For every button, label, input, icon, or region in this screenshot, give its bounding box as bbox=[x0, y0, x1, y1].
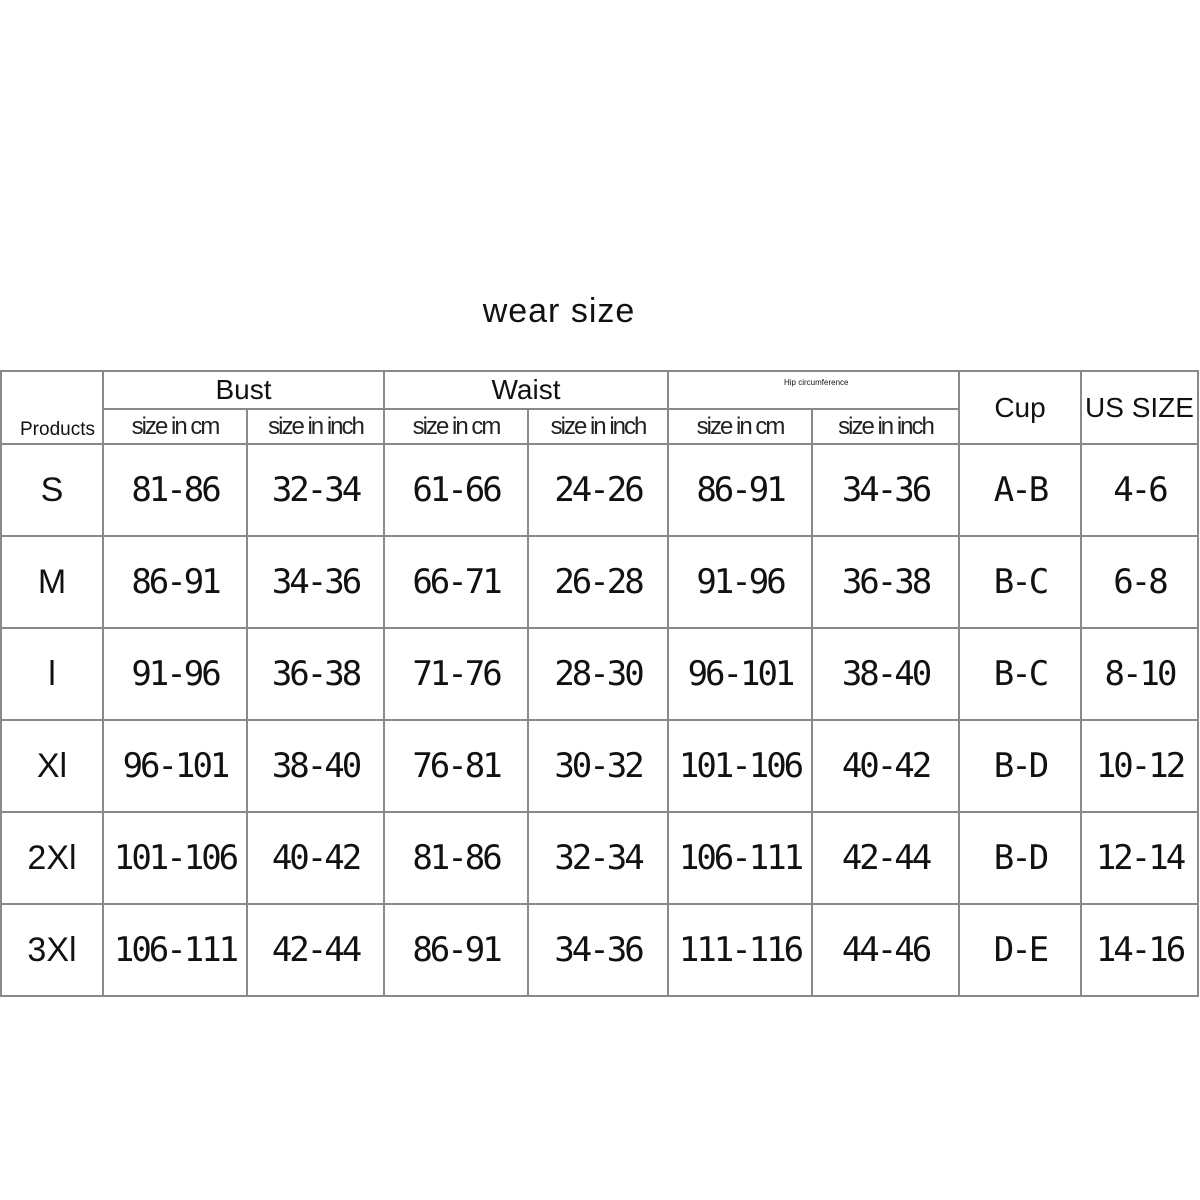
us-size-cell: 14-16 bbox=[1080, 903, 1199, 997]
cup-cell: B-D bbox=[958, 719, 1082, 813]
waist-inch-header: size in inch bbox=[527, 408, 669, 445]
table-row: 3Xl 106-111 42-44 86-91 34-36 111-116 44-46 D-E… bbox=[0, 903, 1199, 997]
hip-cm-cell: 101-106 bbox=[667, 719, 813, 813]
waist-cm-cell: 76-81 bbox=[383, 719, 529, 813]
us-size-cell: 8-10 bbox=[1080, 627, 1199, 721]
cup-cell: D-E bbox=[958, 903, 1082, 997]
waist-cm-cell: 61-66 bbox=[383, 443, 529, 537]
waist-inch-cell: 28-30 bbox=[527, 627, 669, 721]
hip-inch-cell: 40-42 bbox=[811, 719, 960, 813]
bust-inch-header: size in inch bbox=[246, 408, 385, 445]
hip-cm-cell: 111-116 bbox=[667, 903, 813, 997]
cup-cell: A-B bbox=[958, 443, 1082, 537]
table-row: M 86-91 34-36 66-71 26-28 91-96 36-38 B-C 6-8 bbox=[0, 535, 1199, 629]
waist-cm-header: size in cm bbox=[383, 408, 529, 445]
bust-cm-header: size in cm bbox=[102, 408, 248, 445]
hip-inch-cell: 44-46 bbox=[811, 903, 960, 997]
bust-cm-cell: 86-91 bbox=[102, 535, 248, 629]
bust-inch-cell: 42-44 bbox=[246, 903, 385, 997]
hip-cm-cell: 86-91 bbox=[667, 443, 813, 537]
bust-cm-cell: 81-86 bbox=[102, 443, 248, 537]
us-size-cell: 12-14 bbox=[1080, 811, 1199, 905]
us-size-cell: 4-6 bbox=[1080, 443, 1199, 537]
waist-inch-cell: 32-34 bbox=[527, 811, 669, 905]
bust-inch-cell: 36-38 bbox=[246, 627, 385, 721]
bust-inch-cell: 40-42 bbox=[246, 811, 385, 905]
waist-cm-cell: 81-86 bbox=[383, 811, 529, 905]
waist-inch-cell: 24-26 bbox=[527, 443, 669, 537]
waist-inch-cell: 34-36 bbox=[527, 903, 669, 997]
hip-inch-cell: 36-38 bbox=[811, 535, 960, 629]
bust-inch-cell: 32-34 bbox=[246, 443, 385, 537]
table-row: l 91-96 36-38 71-76 28-30 96-101 38-40 B-C 8-10 bbox=[0, 627, 1199, 721]
products-header: Products bbox=[0, 370, 104, 445]
page-title: wear size bbox=[482, 292, 636, 330]
hip-cm-cell: 106-111 bbox=[667, 811, 813, 905]
size-cell: Xl bbox=[0, 719, 104, 813]
table-row: Xl 96-101 38-40 76-81 30-32 101-106 40-42 B-D 10… bbox=[0, 719, 1199, 813]
us-size-header: US SIZE bbox=[1080, 370, 1199, 445]
size-cell: l bbox=[0, 627, 104, 721]
size-cell: M bbox=[0, 535, 104, 629]
cup-cell: B-C bbox=[958, 535, 1082, 629]
hip-cm-header: size in cm bbox=[667, 408, 813, 445]
hip-inch-cell: 34-36 bbox=[811, 443, 960, 537]
size-cell: S bbox=[0, 443, 104, 537]
table-row: S 81-86 32-34 61-66 24-26 86-91 34-36 A-B 4-6 bbox=[0, 443, 1199, 537]
bust-cm-cell: 91-96 bbox=[102, 627, 248, 721]
cup-header: Cup bbox=[958, 370, 1082, 445]
cup-cell: B-C bbox=[958, 627, 1082, 721]
waist-cm-cell: 66-71 bbox=[383, 535, 529, 629]
size-table: Products Bust Waist Hip circumference Cu… bbox=[0, 370, 1199, 997]
size-cell: 2Xl bbox=[0, 811, 104, 905]
cup-cell: B-D bbox=[958, 811, 1082, 905]
waist-inch-cell: 26-28 bbox=[527, 535, 669, 629]
waist-cm-cell: 86-91 bbox=[383, 903, 529, 997]
size-cell: 3Xl bbox=[0, 903, 104, 997]
hip-inch-cell: 38-40 bbox=[811, 627, 960, 721]
bust-cm-cell: 101-106 bbox=[102, 811, 248, 905]
waist-header: Waist bbox=[383, 370, 669, 410]
waist-cm-cell: 71-76 bbox=[383, 627, 529, 721]
bust-header: Bust bbox=[102, 370, 385, 410]
bust-cm-cell: 106-111 bbox=[102, 903, 248, 997]
hip-cm-cell: 96-101 bbox=[667, 627, 813, 721]
hip-cm-cell: 91-96 bbox=[667, 535, 813, 629]
us-size-cell: 6-8 bbox=[1080, 535, 1199, 629]
bust-inch-cell: 34-36 bbox=[246, 535, 385, 629]
us-size-cell: 10-12 bbox=[1080, 719, 1199, 813]
hip-inch-header: size in inch bbox=[811, 408, 960, 445]
bust-inch-cell: 38-40 bbox=[246, 719, 385, 813]
waist-inch-cell: 30-32 bbox=[527, 719, 669, 813]
hip-inch-cell: 42-44 bbox=[811, 811, 960, 905]
table-row: 2Xl 101-106 40-42 81-86 32-34 106-111 42-44 B-D… bbox=[0, 811, 1199, 905]
bust-cm-cell: 96-101 bbox=[102, 719, 248, 813]
hip-header: Hip circumference bbox=[667, 370, 960, 410]
